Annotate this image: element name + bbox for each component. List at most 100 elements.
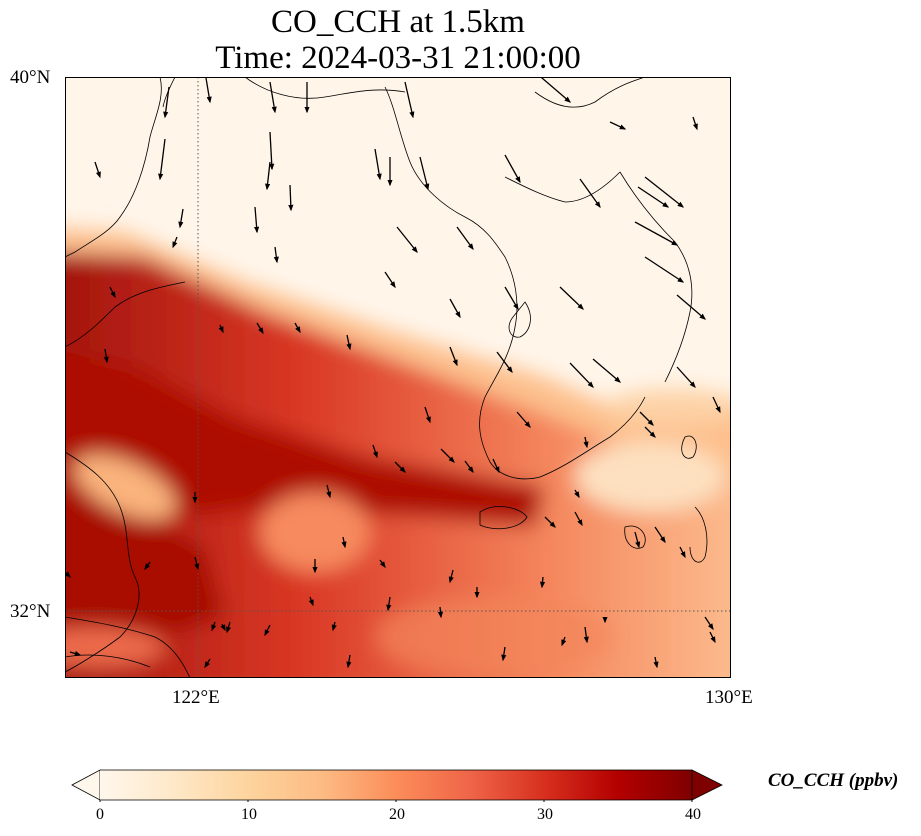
wind-arrow bbox=[404, 81, 415, 119]
wind-arrow bbox=[539, 576, 546, 589]
wind-arrow bbox=[94, 161, 101, 179]
wind-arrow bbox=[294, 322, 301, 334]
map-title-time: Time: 2024-03-31 21:00:00 bbox=[215, 40, 581, 76]
wind-arrow bbox=[424, 406, 431, 424]
wind-arrow bbox=[264, 161, 271, 191]
wind-arrow bbox=[639, 411, 654, 426]
wind-vector-field bbox=[65, 77, 721, 669]
wind-arrow bbox=[539, 77, 571, 103]
wind-arrow bbox=[644, 256, 685, 283]
wind-arrow bbox=[676, 366, 696, 388]
map-title-variable: CO_CCH at 1.5km bbox=[271, 4, 525, 40]
co-concentration-field bbox=[65, 77, 731, 678]
wind-arrow bbox=[544, 516, 556, 528]
wind-arrow bbox=[396, 226, 418, 254]
wind-arrow bbox=[269, 131, 275, 171]
wind-arrow bbox=[220, 623, 226, 632]
colorbar bbox=[71, 769, 723, 802]
wind-arrow bbox=[437, 606, 444, 619]
lon-tick-122e: 122°E bbox=[172, 687, 220, 708]
wind-arrow bbox=[273, 246, 279, 264]
gridlines bbox=[65, 77, 731, 678]
coastlines bbox=[65, 77, 708, 678]
wind-arrow bbox=[69, 651, 82, 656]
lon-tick-130e: 130°E bbox=[705, 687, 753, 708]
wind-arrow bbox=[194, 556, 200, 571]
colorbar-gradient bbox=[100, 770, 692, 800]
lat-tick-32n: 32°N bbox=[10, 601, 51, 622]
colorbar-extend-max bbox=[691, 769, 723, 801]
wind-arrow bbox=[269, 81, 277, 114]
wind-arrow bbox=[211, 621, 217, 632]
wind-arrow bbox=[226, 621, 231, 634]
wind-arrow bbox=[172, 236, 178, 249]
wind-arrow bbox=[492, 458, 500, 474]
wind-arrow bbox=[341, 536, 347, 549]
wind-arrow bbox=[158, 138, 166, 181]
wind-arrow bbox=[379, 559, 386, 569]
wind-arrow bbox=[583, 626, 589, 644]
wind-arrow bbox=[109, 286, 116, 299]
map-panel bbox=[65, 77, 731, 678]
wind-arrow bbox=[205, 77, 212, 104]
wind-arrow bbox=[346, 654, 352, 669]
wind-arrow bbox=[634, 531, 641, 549]
wind-arrow bbox=[384, 271, 396, 289]
wind-arrow bbox=[496, 351, 513, 374]
colorbar-tick-30: 30 bbox=[537, 806, 553, 823]
wind-arrow bbox=[704, 616, 714, 631]
wind-arrow bbox=[163, 86, 170, 119]
wind-arrow bbox=[574, 511, 583, 527]
wind-arrow bbox=[609, 121, 627, 130]
wind-arrow bbox=[256, 322, 264, 335]
wind-arrow bbox=[679, 546, 686, 559]
wind-arrow bbox=[448, 569, 454, 584]
wind-arrow bbox=[419, 156, 430, 191]
colorbar-extend-min bbox=[71, 769, 101, 801]
wind-arrow bbox=[644, 426, 656, 438]
wind-arrow bbox=[374, 148, 382, 181]
wind-arrow bbox=[561, 636, 567, 647]
wind-arrow bbox=[676, 294, 706, 320]
wind-arrow bbox=[144, 561, 151, 571]
wind-arrow bbox=[204, 658, 211, 669]
wind-arrow bbox=[386, 596, 392, 612]
colorbar-tick-40: 40 bbox=[685, 806, 701, 823]
wind-arrow bbox=[583, 436, 589, 449]
wind-arrow bbox=[654, 526, 666, 544]
wind-arrow bbox=[103, 348, 109, 364]
wind-arrow bbox=[592, 358, 621, 383]
wind-arrow bbox=[331, 621, 337, 632]
wind-arrow bbox=[709, 631, 716, 644]
lat-tick-40n: 40°N bbox=[10, 67, 51, 88]
wind-arrow bbox=[516, 411, 531, 428]
colorbar-tick-0: 0 bbox=[96, 806, 104, 823]
wind-arrow bbox=[501, 646, 507, 662]
wind-arrow bbox=[253, 206, 260, 234]
wind-arrow bbox=[464, 460, 474, 474]
wind-arrow bbox=[394, 461, 406, 473]
wind-arrow bbox=[569, 362, 594, 388]
wind-arrow bbox=[712, 396, 721, 414]
wind-arrow bbox=[308, 596, 314, 607]
wind-arrow bbox=[559, 286, 584, 310]
wind-arrow bbox=[178, 208, 184, 229]
colorbar-tick-20: 20 bbox=[389, 806, 405, 823]
wind-arrow bbox=[449, 346, 458, 367]
wind-arrow bbox=[579, 178, 601, 209]
colorbar-title: CO_CCH (ppbv) bbox=[768, 770, 899, 791]
wind-arrow bbox=[637, 186, 670, 208]
wind-arrow bbox=[574, 489, 580, 499]
wind-arrow bbox=[504, 154, 521, 184]
wind-arrow bbox=[440, 448, 455, 463]
wind-arrow bbox=[264, 624, 271, 637]
wind-arrow bbox=[288, 184, 294, 212]
wind-arrow bbox=[456, 226, 474, 251]
wind-arrow bbox=[634, 221, 679, 246]
map-frame bbox=[65, 77, 731, 678]
colorbar-tick-10: 10 bbox=[241, 806, 257, 823]
wind-arrow bbox=[326, 484, 332, 499]
wind-arrow bbox=[653, 656, 659, 669]
wind-arrow bbox=[692, 116, 698, 131]
wind-arrow bbox=[372, 444, 378, 459]
